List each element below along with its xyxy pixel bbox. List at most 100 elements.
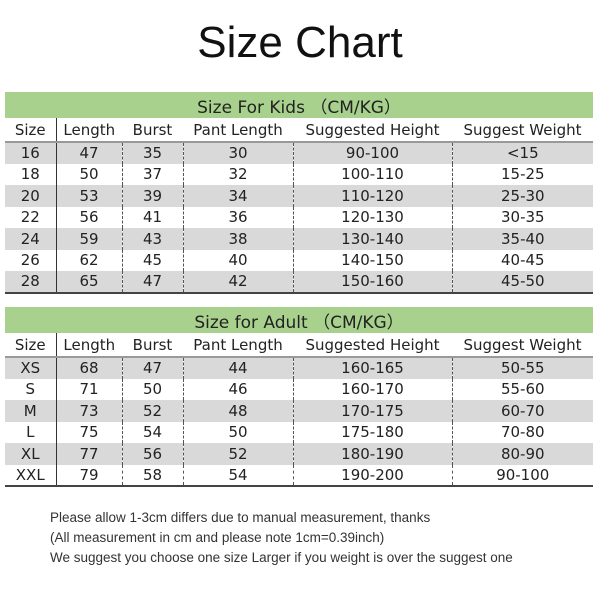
table-cell: S xyxy=(25,380,36,399)
table-cell: 15-25 xyxy=(451,163,594,185)
column-header: Length xyxy=(55,333,122,358)
table-cell: 45 xyxy=(121,249,183,271)
table-cell: 130-140 xyxy=(292,228,452,250)
adult-size-table: Size for Adult （CM/KG） Size Length Burst Pan… xyxy=(5,307,594,487)
table-row: 28 65 47 42 150-160 45-50 xyxy=(5,271,594,294)
table-heading: Size For Kids （CM/KG） xyxy=(5,92,594,118)
table-cell: 42 xyxy=(182,271,293,294)
table-cell: 24 xyxy=(5,228,56,250)
column-header: Size xyxy=(5,118,56,143)
table-cell: 58 xyxy=(121,464,183,487)
column-header: Burst xyxy=(122,118,183,143)
table-cell: 34 xyxy=(182,185,293,207)
table-cell: 54 xyxy=(182,464,293,487)
column-header: Suggested Height xyxy=(293,118,452,143)
table-cell: 56 xyxy=(121,443,183,465)
table-cell: L xyxy=(26,423,35,442)
table-row: 24 59 43 38 130-140 35-40 xyxy=(5,228,594,250)
note-line: We suggest you choose one size Larger if… xyxy=(50,550,513,565)
table-cell: XXL xyxy=(5,464,56,487)
table-cell: 50 xyxy=(121,378,183,400)
table-cell: M xyxy=(5,400,56,422)
table-cell: 120-130 xyxy=(292,206,452,228)
table-cell: 52 xyxy=(121,400,183,422)
table-cell: 160-165 xyxy=(292,357,452,379)
table-cell: 47 xyxy=(121,357,183,379)
table-cell: 22 xyxy=(20,208,40,227)
table-row: 22 56 41 36 120-130 30-35 xyxy=(5,206,594,228)
column-header: Length xyxy=(55,118,122,143)
table-cell: 140-150 xyxy=(292,249,452,271)
table-cell: 47 xyxy=(121,271,183,294)
table-cell: 77 xyxy=(55,443,122,465)
table-cell: 30 xyxy=(182,142,293,164)
table-cell: 32 xyxy=(182,163,293,185)
table-cell: 62 xyxy=(55,249,122,271)
table-row: S 71 50 46 160-170 55-60 xyxy=(5,378,594,400)
table-cell: 54 xyxy=(121,421,183,443)
table-cell: 79 xyxy=(55,464,122,487)
table-cell: 70-80 xyxy=(451,421,594,443)
table-cell: 41 xyxy=(121,206,183,228)
table-cell: 50-55 xyxy=(451,357,594,379)
column-header: Suggested Height xyxy=(293,333,452,358)
table-cell: 40 xyxy=(182,249,293,271)
table-row: XXL 79 58 54 190-200 90-100 xyxy=(5,464,594,487)
table-row: 26 62 45 40 140-150 40-45 xyxy=(5,249,594,271)
table-cell: 52 xyxy=(182,443,293,465)
table-cell: 40-45 xyxy=(451,249,594,271)
table-cell: 36 xyxy=(182,206,293,228)
table-cell: 190-200 xyxy=(292,464,452,487)
table-row: XS 68 47 44 160-165 50-55 xyxy=(5,357,594,379)
column-header: Suggest Weight xyxy=(452,333,594,358)
table-cell: 90-100 xyxy=(451,464,594,487)
table-cell: 45-50 xyxy=(451,271,594,294)
column-header: Burst xyxy=(122,333,183,358)
table-cell: 26 xyxy=(20,251,40,270)
table-cell: 59 xyxy=(55,228,122,250)
table-cell: XL xyxy=(5,443,56,465)
table-cell: 75 xyxy=(55,421,122,443)
table-cell: 180-190 xyxy=(292,443,452,465)
table-cell: 160-170 xyxy=(292,378,452,400)
table-row: 16 47 35 30 90-100 <15 xyxy=(5,142,594,164)
table-cell: 60-70 xyxy=(451,400,594,422)
table-cell: 65 xyxy=(55,271,122,294)
page-title: Size Chart xyxy=(197,18,403,67)
table-cell: 44 xyxy=(182,357,293,379)
table-cell: 55-60 xyxy=(451,378,594,400)
table-cell: 30-35 xyxy=(451,206,594,228)
table-cell: 150-160 xyxy=(292,271,452,294)
table-cell: 46 xyxy=(182,378,293,400)
table-cell: 18 xyxy=(20,165,40,184)
table-cell: 20 xyxy=(5,185,56,207)
table-cell: <15 xyxy=(451,142,594,164)
table-row: 20 53 39 34 110-120 25-30 xyxy=(5,185,594,207)
table-cell: 37 xyxy=(121,163,183,185)
size-notes: Please allow 1-3cm differs due to manual… xyxy=(50,508,513,568)
table-cell: 71 xyxy=(55,378,122,400)
table-cell: 25-30 xyxy=(451,185,594,207)
table-cell: 110-120 xyxy=(292,185,452,207)
table-cell: XS xyxy=(5,357,56,379)
column-header: Pant Length xyxy=(183,118,293,143)
table-cell: 35 xyxy=(121,142,183,164)
table-cell: 47 xyxy=(55,142,122,164)
note-line: (All measurement in cm and please note 1… xyxy=(50,530,385,545)
table-cell: 28 xyxy=(5,271,56,294)
table-row: 18 50 37 32 100-110 15-25 xyxy=(5,163,594,185)
column-header: Suggest Weight xyxy=(452,118,594,143)
table-cell: 43 xyxy=(121,228,183,250)
table-cell: 73 xyxy=(55,400,122,422)
table-cell: 39 xyxy=(121,185,183,207)
table-cell: 80-90 xyxy=(451,443,594,465)
table-heading: Size for Adult （CM/KG） xyxy=(5,307,594,333)
table-cell: 35-40 xyxy=(451,228,594,250)
table-cell: 16 xyxy=(5,142,56,164)
column-header: Pant Length xyxy=(183,333,293,358)
table-cell: 100-110 xyxy=(292,163,452,185)
table-cell: 56 xyxy=(55,206,122,228)
table-cell: 48 xyxy=(182,400,293,422)
table-row: XL 77 56 52 180-190 80-90 xyxy=(5,443,594,465)
table-cell: 175-180 xyxy=(292,421,452,443)
